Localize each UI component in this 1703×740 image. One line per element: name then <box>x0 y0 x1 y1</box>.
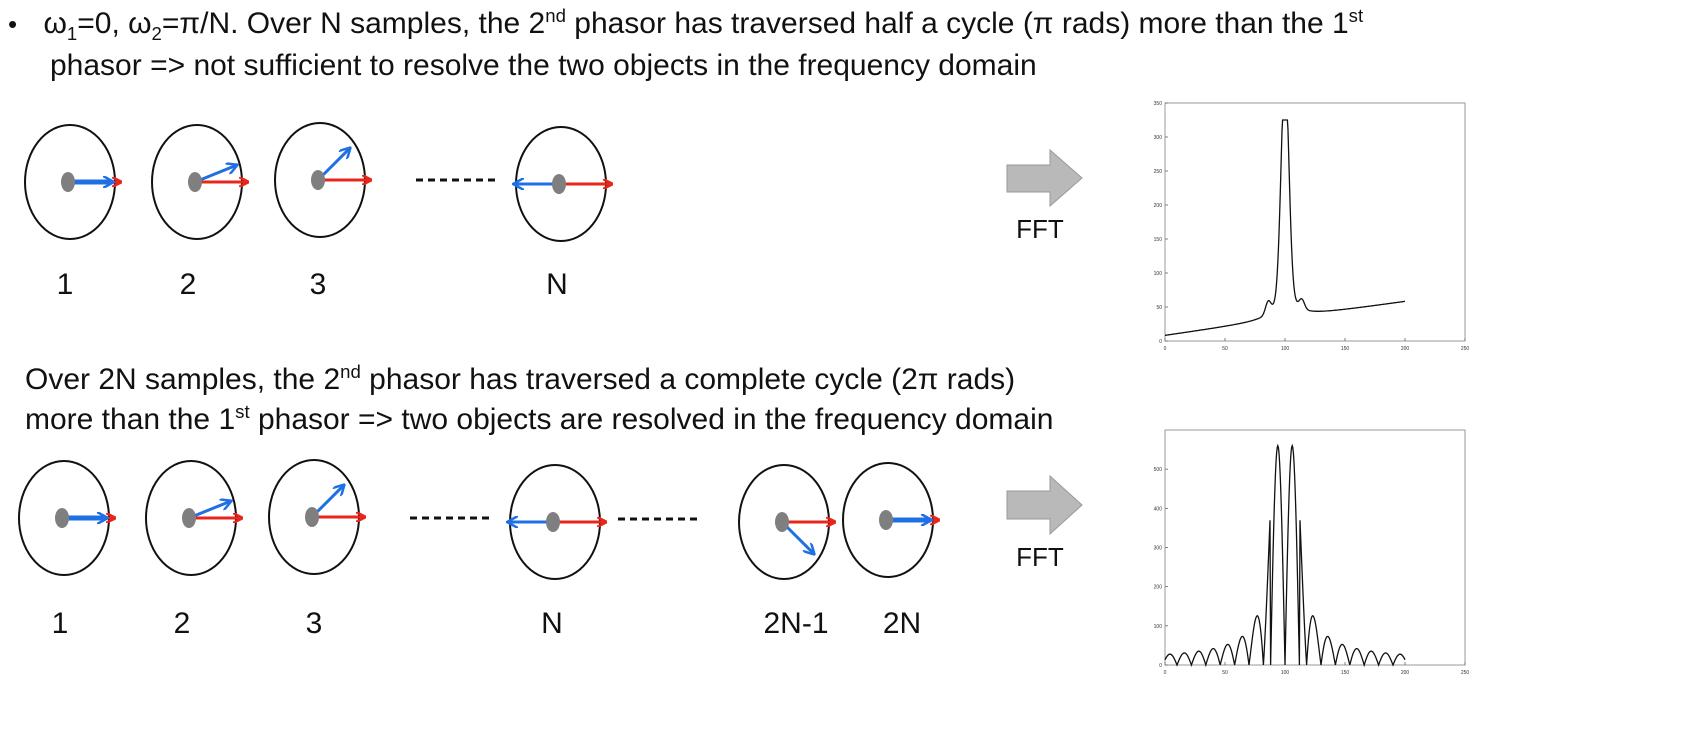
y-tick-label: 200 <box>1154 203 1163 209</box>
phasor-hub <box>182 508 196 528</box>
phasor-row2-n <box>509 464 605 580</box>
phasor-row2-2 <box>145 460 241 576</box>
phasor-hub <box>188 172 202 192</box>
row1-label-n: N <box>546 268 568 301</box>
chart-frame <box>1164 429 1466 666</box>
x-tick-label: 200 <box>1401 346 1410 352</box>
para-2-line-1: Over 2N samples, the 2nd phasor has trav… <box>25 361 1016 396</box>
fft-label-top: FFT <box>1016 214 1064 244</box>
row1-label-2: 2 <box>179 268 197 301</box>
phasor-row1-3 <box>274 122 370 238</box>
spectrum-line <box>1164 443 1406 668</box>
phasor-hub <box>311 170 325 190</box>
y-tick-label: 400 <box>1154 506 1163 512</box>
x-tick-label: 150 <box>1341 670 1350 676</box>
phasor-hub <box>879 510 893 530</box>
y-tick-label: 500 <box>1154 467 1163 473</box>
phasor-hub <box>305 507 319 527</box>
blue-phasor-arrow <box>188 502 230 520</box>
phasor-hub <box>775 512 789 532</box>
y-tick-label: 50 <box>1156 305 1162 311</box>
row2-label-3: 3 <box>305 607 323 640</box>
phasor-hub <box>61 172 75 192</box>
blue-phasor-arrow <box>194 166 236 184</box>
phasor-hub <box>55 508 69 528</box>
x-tick-label: 0 <box>1164 670 1167 676</box>
y-tick-label: 150 <box>1154 237 1163 243</box>
x-tick-label: 250 <box>1461 346 1470 352</box>
chart-frame <box>1164 102 1466 342</box>
y-tick-label: 0 <box>1159 663 1162 669</box>
phasor-row2-3 <box>268 459 364 575</box>
row2-label-2: 2 <box>173 607 191 640</box>
row1-label-1: 1 <box>56 268 74 301</box>
fft-label-bottom: FFT <box>1016 542 1064 572</box>
phasor-row1-1 <box>24 124 120 240</box>
y-tick-label: 200 <box>1154 585 1163 591</box>
phasor-hub <box>546 512 560 532</box>
x-tick-label: 50 <box>1222 670 1228 676</box>
line-2-text: phasor => not sufficient to resolve the … <box>50 49 1037 82</box>
y-tick-label: 350 <box>1154 101 1163 107</box>
row2-label-2n: 2N <box>882 607 922 640</box>
x-tick-label: 250 <box>1461 670 1470 676</box>
y-tick-label: 300 <box>1154 546 1163 552</box>
para-2-line-2: more than the 1st phasor => two objects … <box>25 401 1054 436</box>
x-tick-label: 100 <box>1281 346 1290 352</box>
fft-chart-1: 0 50 100 150 200 250 0 50 100 150 200 250 300 350 <box>1154 101 1470 352</box>
row2-label-2n-1: 2N-1 <box>763 607 829 640</box>
fft-arrow-bottom <box>1006 474 1083 536</box>
phasor-row1-n <box>515 126 611 242</box>
x-tick-label: 100 <box>1281 670 1290 676</box>
y-tick-label: 0 <box>1159 339 1162 345</box>
fft-arrow-top <box>1006 148 1083 208</box>
row2-label-1: 1 <box>51 607 69 640</box>
phasor-row1-2 <box>151 124 247 240</box>
phasor-row2-2n <box>842 462 938 578</box>
phasor-row2-2n-1 <box>738 464 834 580</box>
x-tick-label: 0 <box>1164 346 1167 352</box>
x-tick-label: 50 <box>1222 346 1228 352</box>
row2-label-n: N <box>541 607 563 640</box>
x-tick-label: 150 <box>1341 346 1350 352</box>
bullet-glyph: • <box>8 9 18 39</box>
line-1-text: ω1=0, ω2=π/N. Over N samples, the 2nd ph… <box>43 5 1364 44</box>
row1-label-3: 3 <box>309 268 327 301</box>
y-tick-label: 100 <box>1154 271 1163 277</box>
phasor-row2-1 <box>18 460 114 576</box>
x-tick-label: 200 <box>1401 670 1410 676</box>
fft-chart-2: 0 50 100 150 200 250 0 100 200 300 400 500 <box>1154 429 1470 676</box>
y-tick-label: 300 <box>1154 135 1163 141</box>
spectrum-line <box>1165 119 1406 336</box>
y-tick-label: 100 <box>1154 624 1163 630</box>
phasor-hub <box>552 174 566 194</box>
bullet-line-1: • ω1=0, ω2=π/N. Over N samples, the 2nd … <box>8 5 1364 44</box>
y-tick-label: 250 <box>1154 169 1163 175</box>
